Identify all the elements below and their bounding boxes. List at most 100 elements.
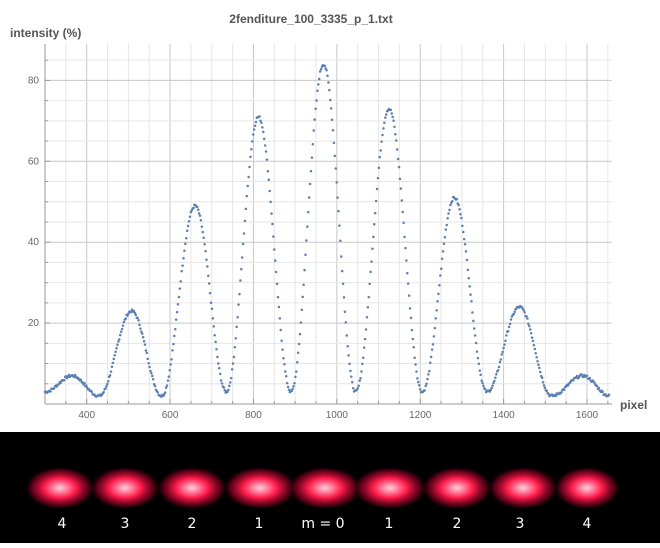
data-point [316, 89, 319, 92]
data-point [406, 282, 410, 285]
data-point [253, 124, 257, 128]
data-point [413, 356, 416, 359]
data-point [344, 321, 348, 324]
data-point [475, 350, 479, 353]
data-point [317, 83, 320, 86]
grid-lines [44, 44, 612, 404]
data-point [206, 265, 209, 268]
data-point [341, 282, 345, 286]
data-point [148, 365, 151, 369]
y-tick-label: 40 [28, 237, 40, 248]
data-point [604, 392, 607, 396]
data-point [455, 197, 459, 201]
data-point [327, 81, 330, 84]
data-point [372, 235, 375, 239]
data-point [481, 381, 484, 385]
data-point [188, 215, 192, 218]
data-point [133, 311, 137, 315]
data-point [357, 384, 360, 387]
data-point [199, 219, 203, 222]
data-point [264, 150, 268, 153]
fringe-spot [222, 466, 298, 510]
data-point [143, 343, 147, 346]
data-point [259, 119, 262, 122]
data-point [580, 373, 583, 376]
data-point [304, 253, 307, 256]
data-point [197, 212, 201, 215]
data-point [284, 375, 288, 378]
data-point [262, 130, 265, 134]
data-point [180, 269, 183, 273]
data-point [295, 361, 299, 364]
data-point [209, 301, 213, 305]
data-point [246, 184, 249, 188]
data-point [139, 327, 142, 330]
data-point [229, 381, 232, 384]
data-point [242, 232, 246, 235]
data-point [196, 205, 199, 209]
data-point [417, 380, 420, 384]
data-point [113, 354, 116, 357]
data-point [458, 207, 461, 211]
data-point [202, 236, 205, 240]
data-point [323, 64, 326, 68]
data-point [426, 377, 429, 381]
x-tick-label: 1400 [492, 410, 515, 421]
data-point [251, 133, 255, 136]
data-point [474, 341, 478, 345]
data-point [345, 334, 349, 337]
data-point [328, 88, 331, 92]
data-point [414, 363, 417, 366]
data-point [260, 121, 263, 125]
data-point [540, 376, 544, 380]
data-point [450, 200, 454, 203]
data-point [171, 349, 174, 352]
data-point [85, 384, 88, 387]
y-tick-label: 20 [28, 318, 40, 329]
data-point [175, 310, 179, 314]
data-point [102, 390, 105, 394]
data-point [492, 381, 495, 385]
fringe-spot [553, 466, 621, 510]
data-point [531, 339, 535, 343]
data-point [336, 196, 339, 199]
data-point [308, 182, 312, 186]
data-point [313, 118, 316, 121]
data-point [527, 322, 530, 326]
data-point [416, 377, 419, 380]
data-point [291, 387, 294, 391]
data-point [398, 177, 402, 181]
data-point [147, 361, 150, 365]
data-point [364, 328, 368, 331]
data-point [334, 167, 337, 170]
data-point [177, 295, 181, 299]
data-point [366, 306, 370, 309]
data-point [390, 112, 393, 115]
data-point [477, 362, 481, 366]
data-point [367, 295, 371, 299]
data-point [402, 221, 405, 224]
data-point [351, 380, 354, 384]
data-point [240, 267, 243, 271]
data-point [348, 362, 351, 366]
data-point [446, 217, 449, 220]
data-point [52, 387, 56, 390]
data-point [507, 325, 511, 329]
data-point [466, 268, 470, 272]
axes [44, 44, 612, 405]
data-point [297, 342, 301, 346]
data-point [270, 212, 273, 215]
data-point [417, 384, 421, 387]
data-point [226, 390, 229, 394]
data-point [273, 259, 277, 262]
data-point [370, 260, 373, 263]
data-point [110, 365, 114, 369]
data-point [299, 321, 303, 324]
data-point [301, 295, 304, 299]
fringe-spot [89, 466, 161, 510]
data-point [459, 213, 462, 216]
data-point [365, 315, 369, 319]
data-point [444, 228, 448, 231]
order-label: 3 [515, 516, 525, 532]
data-point [607, 393, 611, 396]
